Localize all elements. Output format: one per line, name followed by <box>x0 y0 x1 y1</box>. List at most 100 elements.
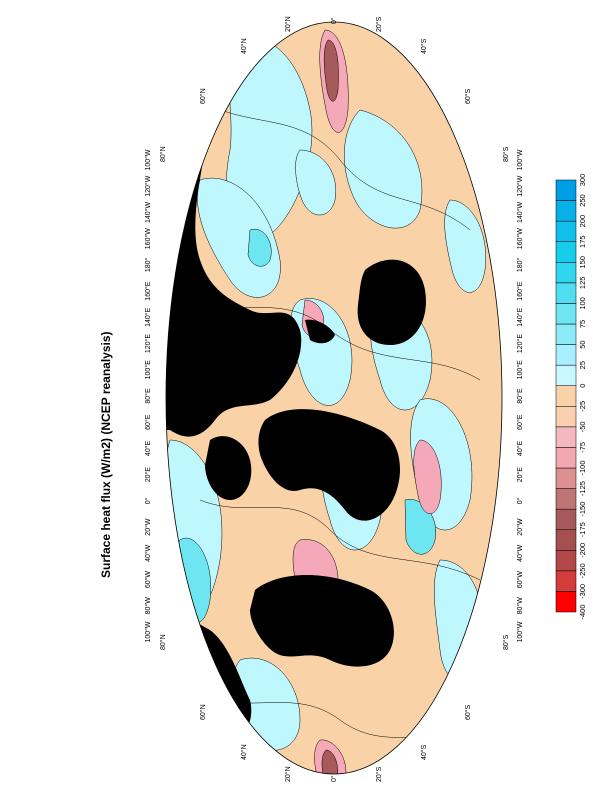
colorbar-swatch <box>555 591 577 613</box>
lon-label: 20°E <box>516 467 524 483</box>
colorbar-swatch <box>555 529 577 551</box>
lon-label: 60°E <box>144 414 152 430</box>
lat-label: 0° <box>330 17 338 24</box>
lon-label: 0° <box>516 497 524 504</box>
colorbar-label: 250 <box>578 194 587 207</box>
lon-label: 100°W <box>144 149 152 170</box>
colorbar-label: -125 <box>578 481 587 496</box>
strong-negative-flux <box>321 39 339 774</box>
lat-label: 20°S <box>375 16 383 32</box>
colorbar-label: 150 <box>578 256 587 269</box>
colorbar-swatch <box>555 282 577 304</box>
lon-label: 80°W <box>516 597 524 615</box>
colorbar-label: -75 <box>578 442 587 453</box>
colorbar-swatch <box>555 550 577 572</box>
colorbar-label: 100 <box>578 297 587 310</box>
lon-label: 0° <box>144 497 152 504</box>
lon-label: 80°W <box>144 597 152 615</box>
lat-label: 40°N <box>240 744 248 760</box>
lat-label: 40°S <box>420 38 428 54</box>
colorbar-label: -25 <box>578 401 587 412</box>
lat-label: 80°N <box>159 146 167 162</box>
colorbar-label: -175 <box>578 522 587 537</box>
longitude-labels-right: 100°W 80°W 60°W 40°W 20°W 0° 20°E 40°E 60°E 80°E 1… <box>516 149 524 642</box>
lat-label: 20°N <box>284 16 292 32</box>
lon-label: 120°W <box>144 175 152 196</box>
colorbar-swatch <box>555 467 577 489</box>
latitude-labels-bottom: 40°N 20°N 0° 20°S 40°S <box>240 744 428 782</box>
lon-label: 160°E <box>144 281 152 300</box>
colorbar-label: -250 <box>578 563 587 578</box>
lon-label: 80°E <box>144 388 152 404</box>
colorbar-label: -200 <box>578 543 587 558</box>
colorbar-label: 25 <box>578 361 587 369</box>
lon-label: 140°E <box>144 307 152 326</box>
map-title: Surface heat flux (W/m2) (NCEP reanalysi… <box>99 331 113 578</box>
latitude-labels-top: 40°N 20°N 0° 20°S 40°S <box>240 16 428 54</box>
lat-label: 80°S <box>502 634 510 650</box>
lat-label: 0° <box>330 775 338 782</box>
lat-label: 20°S <box>375 766 383 782</box>
colorbar-label: 200 <box>578 215 587 228</box>
colorbar-label: 300 <box>578 174 587 187</box>
colorbar-swatch <box>555 179 577 201</box>
colorbar-swatch <box>555 570 577 592</box>
lon-label: 140°W <box>144 202 152 223</box>
colorbar-swatch <box>555 364 577 386</box>
colorbar-swatch <box>555 385 577 407</box>
lon-label: 40°E <box>516 440 524 456</box>
lon-label: 120°E <box>516 334 524 353</box>
colorbar-swatch <box>555 426 577 448</box>
lon-label: 140°W <box>516 202 524 223</box>
lon-label: 100°W <box>516 149 524 170</box>
colorbar-swatch <box>555 344 577 366</box>
colorbar-swatch <box>555 323 577 345</box>
lon-label: 60°W <box>516 571 524 589</box>
colorbar-swatch <box>555 508 577 530</box>
lon-label: 100°W <box>144 621 152 642</box>
colorbar-swatch <box>555 220 577 242</box>
lon-label: 60°W <box>144 571 152 589</box>
colorbar-swatch <box>555 200 577 222</box>
colorbar-swatch <box>555 406 577 428</box>
lon-label: 120°W <box>516 175 524 196</box>
lat-label: 40°N <box>240 38 248 54</box>
lon-label: 20°W <box>144 518 152 536</box>
lon-label: 60°E <box>516 414 524 430</box>
colorbar-label: -150 <box>578 502 587 517</box>
map-area <box>166 22 502 774</box>
lon-label: 140°E <box>516 307 524 326</box>
lon-label: 100°E <box>516 360 524 379</box>
lon-label: 160°W <box>516 228 524 249</box>
contour-lines <box>189 99 481 741</box>
lon-label: 180° <box>144 257 152 272</box>
colorbar-label: -300 <box>578 584 587 599</box>
lat-label: 60°N <box>199 704 207 720</box>
map-outline <box>165 21 503 775</box>
colorbar-label: -50 <box>578 421 587 432</box>
colorbar-label: -100 <box>578 460 587 475</box>
colorbar-label: 175 <box>578 235 587 248</box>
lat-label: 80°N <box>159 634 167 650</box>
lon-label: 100°W <box>516 621 524 642</box>
lon-label: 40°W <box>144 544 152 562</box>
colorbar-label: -400 <box>578 604 587 619</box>
lon-label: 120°E <box>144 334 152 353</box>
lat-label: 60°N <box>199 88 207 104</box>
colorbar: -400 -300 -250 -200 -175 -150 -125 -100 -75 -50 -2… <box>555 174 587 620</box>
longitude-labels-left: 100°W 80°W 60°W 40°W 20°W 0° 20°E 40°E 60°E 80°E 1… <box>144 149 152 642</box>
colorbar-swatch <box>555 303 577 325</box>
lon-label: 100°E <box>144 360 152 379</box>
lat-label: 80°S <box>502 146 510 162</box>
colorbar-label: 75 <box>578 320 587 328</box>
lon-label: 20°E <box>144 467 152 483</box>
lon-label: 160°E <box>516 281 524 300</box>
lon-label: 40°W <box>516 544 524 562</box>
lon-label: 20°W <box>516 518 524 536</box>
lon-label: 180° <box>516 257 524 272</box>
colorbar-swatch <box>555 447 577 469</box>
colorbar-swatch <box>555 262 577 284</box>
colorbar-label: 125 <box>578 277 587 290</box>
lon-label: 160°W <box>144 228 152 249</box>
lat-label: 40°S <box>420 744 428 760</box>
